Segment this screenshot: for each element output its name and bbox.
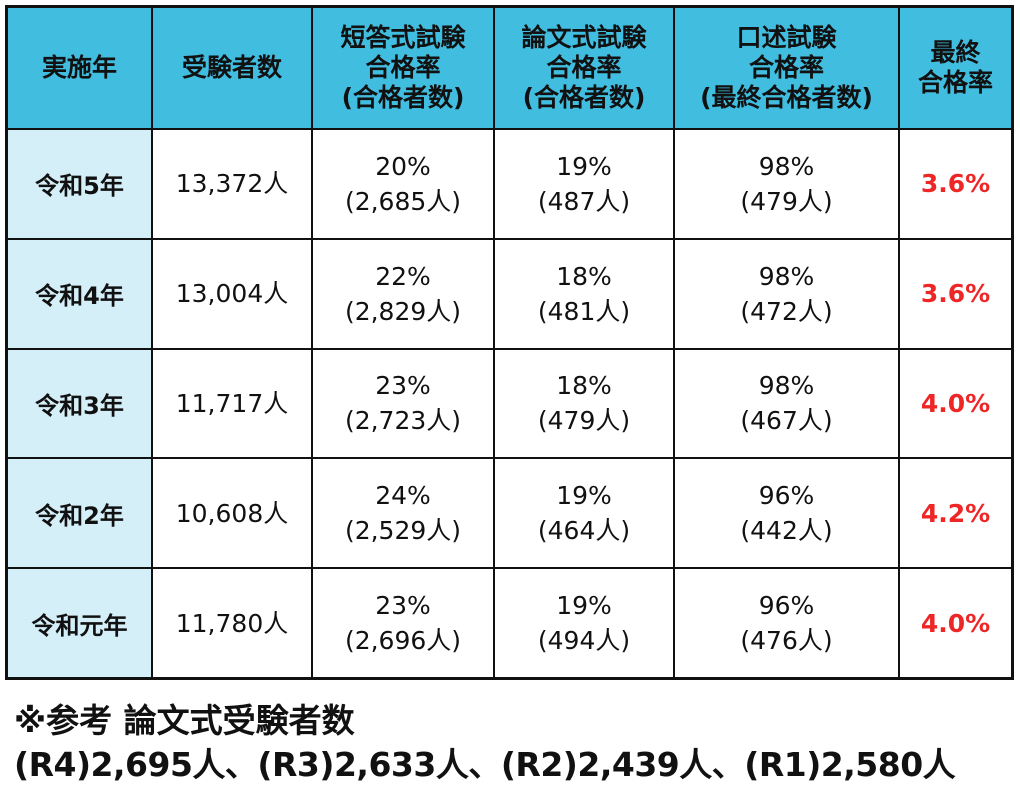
short-answer-cell-value: 22% xyxy=(375,261,431,291)
short-answer-cell: 23% (2,696人) xyxy=(313,569,493,677)
year-cell: 令和5年 xyxy=(8,130,151,238)
short-answer-cell: 23% (2,723人) xyxy=(313,349,493,458)
final-rate-cell-value: 4.0% xyxy=(920,608,991,638)
year-cell-value: 令和5年 xyxy=(35,172,124,201)
exam-results-table: 実施年 受験者数 短答式試験 合格率 (合格者数) 論文式試験 合格率 (合格者数) 口述試験合… xyxy=(5,5,1014,680)
essay-cell-value: 19% xyxy=(556,591,612,621)
header-line: 合格率 xyxy=(748,53,824,82)
oral-cell-value: (479人) xyxy=(740,186,833,216)
header-line: 合格率 xyxy=(917,68,993,97)
essay-cell-value: (464人) xyxy=(537,516,631,546)
essay-cell-value: 19% xyxy=(556,151,612,181)
year-cell-value: 令和元年 xyxy=(31,611,128,640)
final-rate-cell-value: 3.6% xyxy=(920,279,991,309)
applicants-cell-value: 11,717人 xyxy=(175,388,289,418)
essay-cell-value: 18% xyxy=(556,371,612,401)
short-answer-cell-value: (2,529人) xyxy=(344,516,462,546)
applicants-cell: 11,717人 xyxy=(153,349,311,458)
oral-cell-value: 98% xyxy=(758,371,815,401)
oral-cell: 96% (442人) xyxy=(675,459,898,568)
final-rate-cell: 3.6% xyxy=(900,130,1011,238)
applicants-cell-value: 11,780人 xyxy=(175,608,289,638)
header-oral: 口述試験 合格率 (最終合格者数) xyxy=(675,8,898,128)
reference-note-detail: (R4)2,695人、(R3)2,633人、(R2)2,439人、(R1)2,5… xyxy=(14,745,956,784)
header-line: 口述試験 xyxy=(736,23,837,52)
year-cell-value: 令和3年 xyxy=(35,391,124,420)
header-line: 最終 xyxy=(930,38,981,67)
applicants-cell: 13,004人 xyxy=(153,239,311,348)
header-line: 短答式試験 xyxy=(340,23,466,52)
year-cell: 令和3年 xyxy=(8,349,151,458)
essay-cell-value: (494人) xyxy=(537,626,631,656)
final-rate-cell-value: 3.6% xyxy=(920,169,991,199)
applicants-cell: 11,780人 xyxy=(153,569,311,677)
short-answer-cell-value: 24% xyxy=(375,481,431,511)
header-final-rate: 最終 合格率 xyxy=(900,8,1011,128)
applicants-cell: 10,608人 xyxy=(153,459,311,568)
applicants-cell-value: 13,372人 xyxy=(175,169,289,199)
final-rate-cell: 4.0% xyxy=(900,569,1011,677)
header-line: 受験者数 xyxy=(181,53,282,82)
oral-cell-value: 96% xyxy=(758,591,815,621)
reference-note-title: ※参考 論文式受験者数 xyxy=(14,701,355,740)
short-answer-cell-value: (2,829人) xyxy=(344,296,462,326)
oral-cell: 96% (476人) xyxy=(675,569,898,677)
essay-cell: 19% (487人) xyxy=(495,130,673,238)
oral-cell: 98% (472人) xyxy=(675,239,898,348)
final-rate-cell: 4.2% xyxy=(900,459,1011,568)
oral-cell-value: (442人) xyxy=(740,516,833,546)
header-line: 合格率 xyxy=(546,53,622,82)
oral-cell-value: (476人) xyxy=(740,626,833,656)
oral-cell-value: 98% xyxy=(758,151,815,181)
final-rate-cell-value: 4.2% xyxy=(920,498,991,528)
short-answer-cell-value: 23% xyxy=(375,371,431,401)
essay-cell: 19% (464人) xyxy=(495,459,673,568)
short-answer-cell-value: (2,696人) xyxy=(344,626,462,656)
final-rate-cell: 4.0% xyxy=(900,349,1011,458)
short-answer-cell: 22% (2,829人) xyxy=(313,239,493,348)
header-applicants: 受験者数 xyxy=(153,8,311,128)
year-cell: 令和2年 xyxy=(8,459,151,568)
essay-cell: 18% (479人) xyxy=(495,349,673,458)
essay-cell-value: 18% xyxy=(556,261,612,291)
year-cell-value: 令和4年 xyxy=(35,282,124,311)
final-rate-cell-value: 4.0% xyxy=(920,388,991,418)
essay-cell: 19% (494人) xyxy=(495,569,673,677)
short-answer-cell-value: 20% xyxy=(375,151,431,181)
header-line: 合格率 xyxy=(365,53,441,82)
final-rate-cell: 3.6% xyxy=(900,239,1011,348)
oral-cell-value: (467人) xyxy=(740,406,833,436)
header-line: 論文式試験 xyxy=(521,23,647,52)
year-cell-value: 令和2年 xyxy=(35,501,124,530)
year-cell: 令和元年 xyxy=(8,569,151,677)
oral-cell-value: (472人) xyxy=(740,296,833,326)
essay-cell-value: 19% xyxy=(556,481,612,511)
year-cell: 令和4年 xyxy=(8,239,151,348)
essay-cell-value: (487人) xyxy=(537,186,631,216)
short-answer-cell: 20% (2,685人) xyxy=(313,130,493,238)
oral-cell: 98% (467人) xyxy=(675,349,898,458)
applicants-cell-value: 13,004人 xyxy=(175,279,289,309)
essay-cell-value: (479人) xyxy=(537,406,631,436)
essay-cell: 18% (481人) xyxy=(495,239,673,348)
short-answer-cell-value: (2,723人) xyxy=(344,406,462,436)
essay-cell-value: (481人) xyxy=(537,296,631,326)
header-line: 実施年 xyxy=(41,53,117,82)
applicants-cell: 13,372人 xyxy=(153,130,311,238)
short-answer-cell-value: 23% xyxy=(375,591,431,621)
header-essay: 論文式試験 合格率 (合格者数) xyxy=(495,8,673,128)
applicants-cell-value: 10,608人 xyxy=(175,498,289,528)
oral-cell-value: 96% xyxy=(758,481,815,511)
oral-cell: 98% (479人) xyxy=(675,130,898,238)
header-short-answer: 短答式試験 合格率 (合格者数) xyxy=(313,8,493,128)
header-year: 実施年 xyxy=(8,8,151,128)
header-line: (最終合格者数) xyxy=(700,83,873,112)
short-answer-cell-value: (2,685人) xyxy=(344,186,462,216)
oral-cell-value: 98% xyxy=(758,261,815,291)
header-line: (合格者数) xyxy=(341,83,465,112)
short-answer-cell: 24% (2,529人) xyxy=(313,459,493,568)
header-line: (合格者数) xyxy=(522,83,646,112)
